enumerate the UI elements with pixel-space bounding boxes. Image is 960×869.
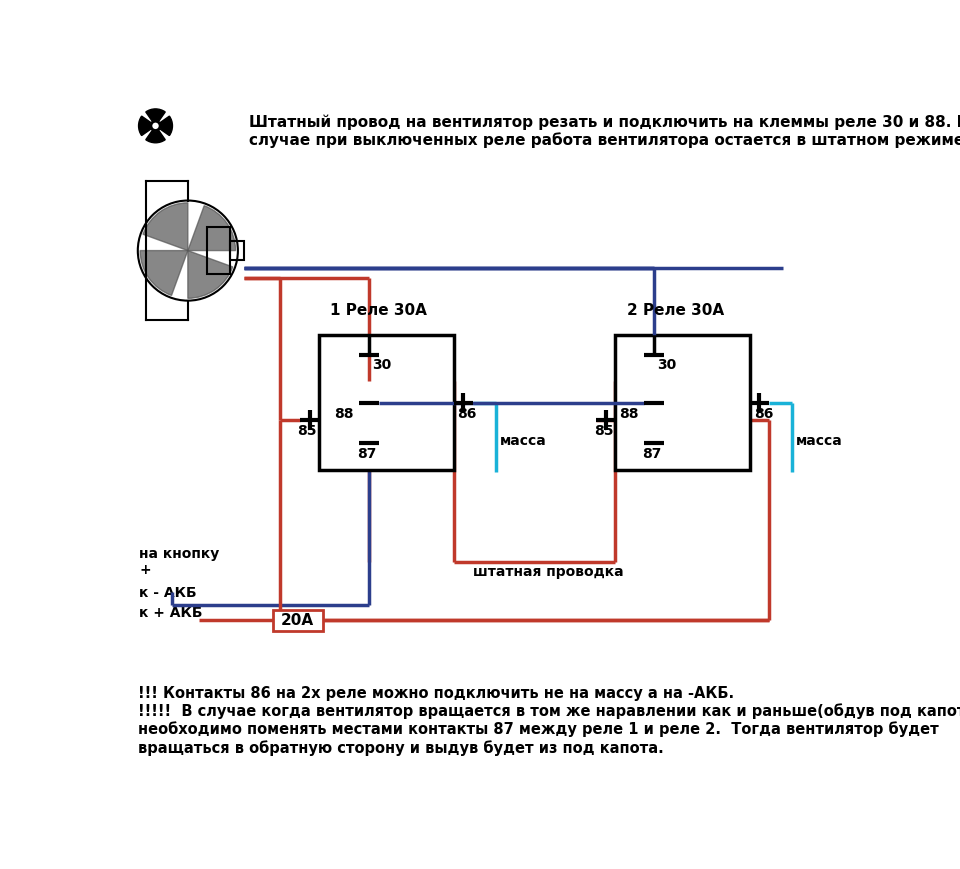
Wedge shape [188, 250, 232, 298]
Bar [273, 610, 323, 631]
Text: 2 Реле 30А: 2 Реле 30А [627, 303, 724, 318]
Text: 88: 88 [619, 407, 638, 421]
Wedge shape [146, 126, 165, 143]
Wedge shape [140, 250, 188, 295]
Text: 30: 30 [657, 358, 676, 373]
Circle shape [151, 121, 160, 130]
Text: к + АКБ: к + АКБ [139, 607, 203, 620]
Text: к - АКБ: к - АКБ [139, 586, 197, 600]
Bar [230, 242, 244, 260]
Wedge shape [188, 206, 235, 250]
Wedge shape [156, 116, 173, 136]
Text: 88: 88 [334, 407, 353, 421]
Text: штатная проводка: штатная проводка [472, 565, 623, 579]
Text: 86: 86 [457, 407, 477, 421]
Text: 85: 85 [593, 424, 613, 438]
Text: 30: 30 [372, 358, 391, 373]
Text: 87: 87 [642, 447, 661, 461]
Text: !!!!!  В случае когда вентилятор вращается в том же наравлении как и раньше(обду: !!!!! В случае когда вентилятор вращаетс… [138, 703, 960, 756]
Text: 1 Реле 30А: 1 Реле 30А [330, 303, 427, 318]
Bar [319, 335, 453, 470]
Text: 87: 87 [357, 447, 376, 461]
Text: !!! Контакты 86 на 2х реле можно подключить не на массу а на -АКБ.: !!! Контакты 86 на 2х реле можно подключ… [138, 686, 734, 700]
Text: 20А: 20А [280, 613, 314, 627]
Wedge shape [146, 109, 165, 126]
Text: 86: 86 [754, 407, 773, 421]
Bar [207, 228, 230, 274]
Bar [615, 335, 750, 470]
Text: масса: масса [796, 434, 843, 448]
Wedge shape [138, 116, 156, 136]
Text: 85: 85 [298, 424, 317, 438]
Text: масса: масса [500, 434, 546, 448]
Text: Штатный провод на вентилятор резать и подключить на клеммы реле 30 и 88. В этом
: Штатный провод на вентилятор резать и по… [250, 115, 960, 148]
Text: на кнопку
+: на кнопку + [139, 547, 220, 577]
Wedge shape [143, 202, 188, 250]
